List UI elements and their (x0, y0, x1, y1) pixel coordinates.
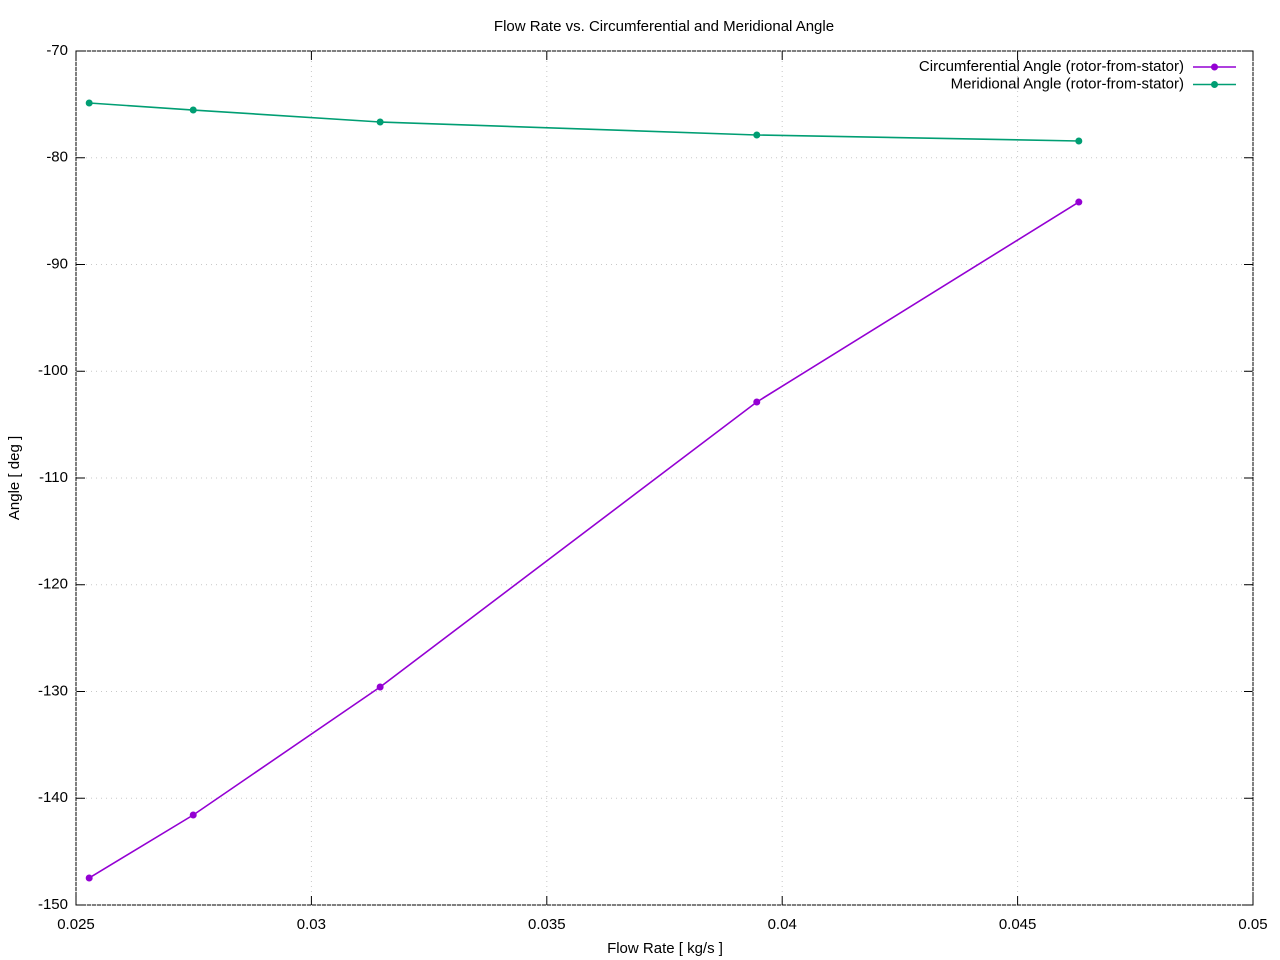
data-point (1075, 198, 1083, 206)
series-line (88, 201, 1080, 879)
y-tick-label: -90 (46, 255, 68, 272)
x-tick-label: 0.025 (57, 916, 95, 933)
data-point (753, 131, 761, 139)
series-line (89, 102, 1079, 142)
y-tick-label: -110 (39, 469, 68, 486)
legend-marker (1211, 63, 1218, 71)
x-tick-label: 0.035 (528, 916, 566, 933)
y-axis-label: Angle [ deg ] (6, 436, 23, 520)
x-tick-label: 0.045 (999, 916, 1037, 933)
data-point (376, 118, 384, 126)
y-tick-label: -100 (38, 362, 68, 379)
x-tick-label: 0.05 (1238, 916, 1267, 933)
chart-title: Flow Rate vs. Circumferential and Meridi… (494, 18, 834, 35)
x-axis-label: Flow Rate [ kg/s ] (607, 940, 723, 957)
y-tick-label: -70 (46, 42, 68, 59)
data-point (753, 398, 761, 406)
data-point (1075, 137, 1083, 145)
data-point (189, 106, 197, 114)
legend-label: Meridional Angle (rotor-from-stator) (951, 75, 1184, 92)
data-point (85, 874, 93, 882)
data-point (376, 683, 384, 691)
data-point (189, 811, 197, 819)
y-tick-label: -120 (38, 576, 68, 593)
y-tick-label: -150 (38, 896, 68, 913)
y-tick-label: -130 (38, 682, 68, 699)
legend-marker (1211, 81, 1218, 88)
y-tick-label: -140 (38, 789, 68, 806)
legend-label: Circumferential Angle (rotor-from-stator… (919, 58, 1184, 75)
x-tick-label: 0.04 (768, 916, 797, 933)
y-tick-label: -80 (46, 149, 68, 166)
data-point (85, 99, 93, 107)
x-tick-label: 0.03 (297, 916, 326, 933)
